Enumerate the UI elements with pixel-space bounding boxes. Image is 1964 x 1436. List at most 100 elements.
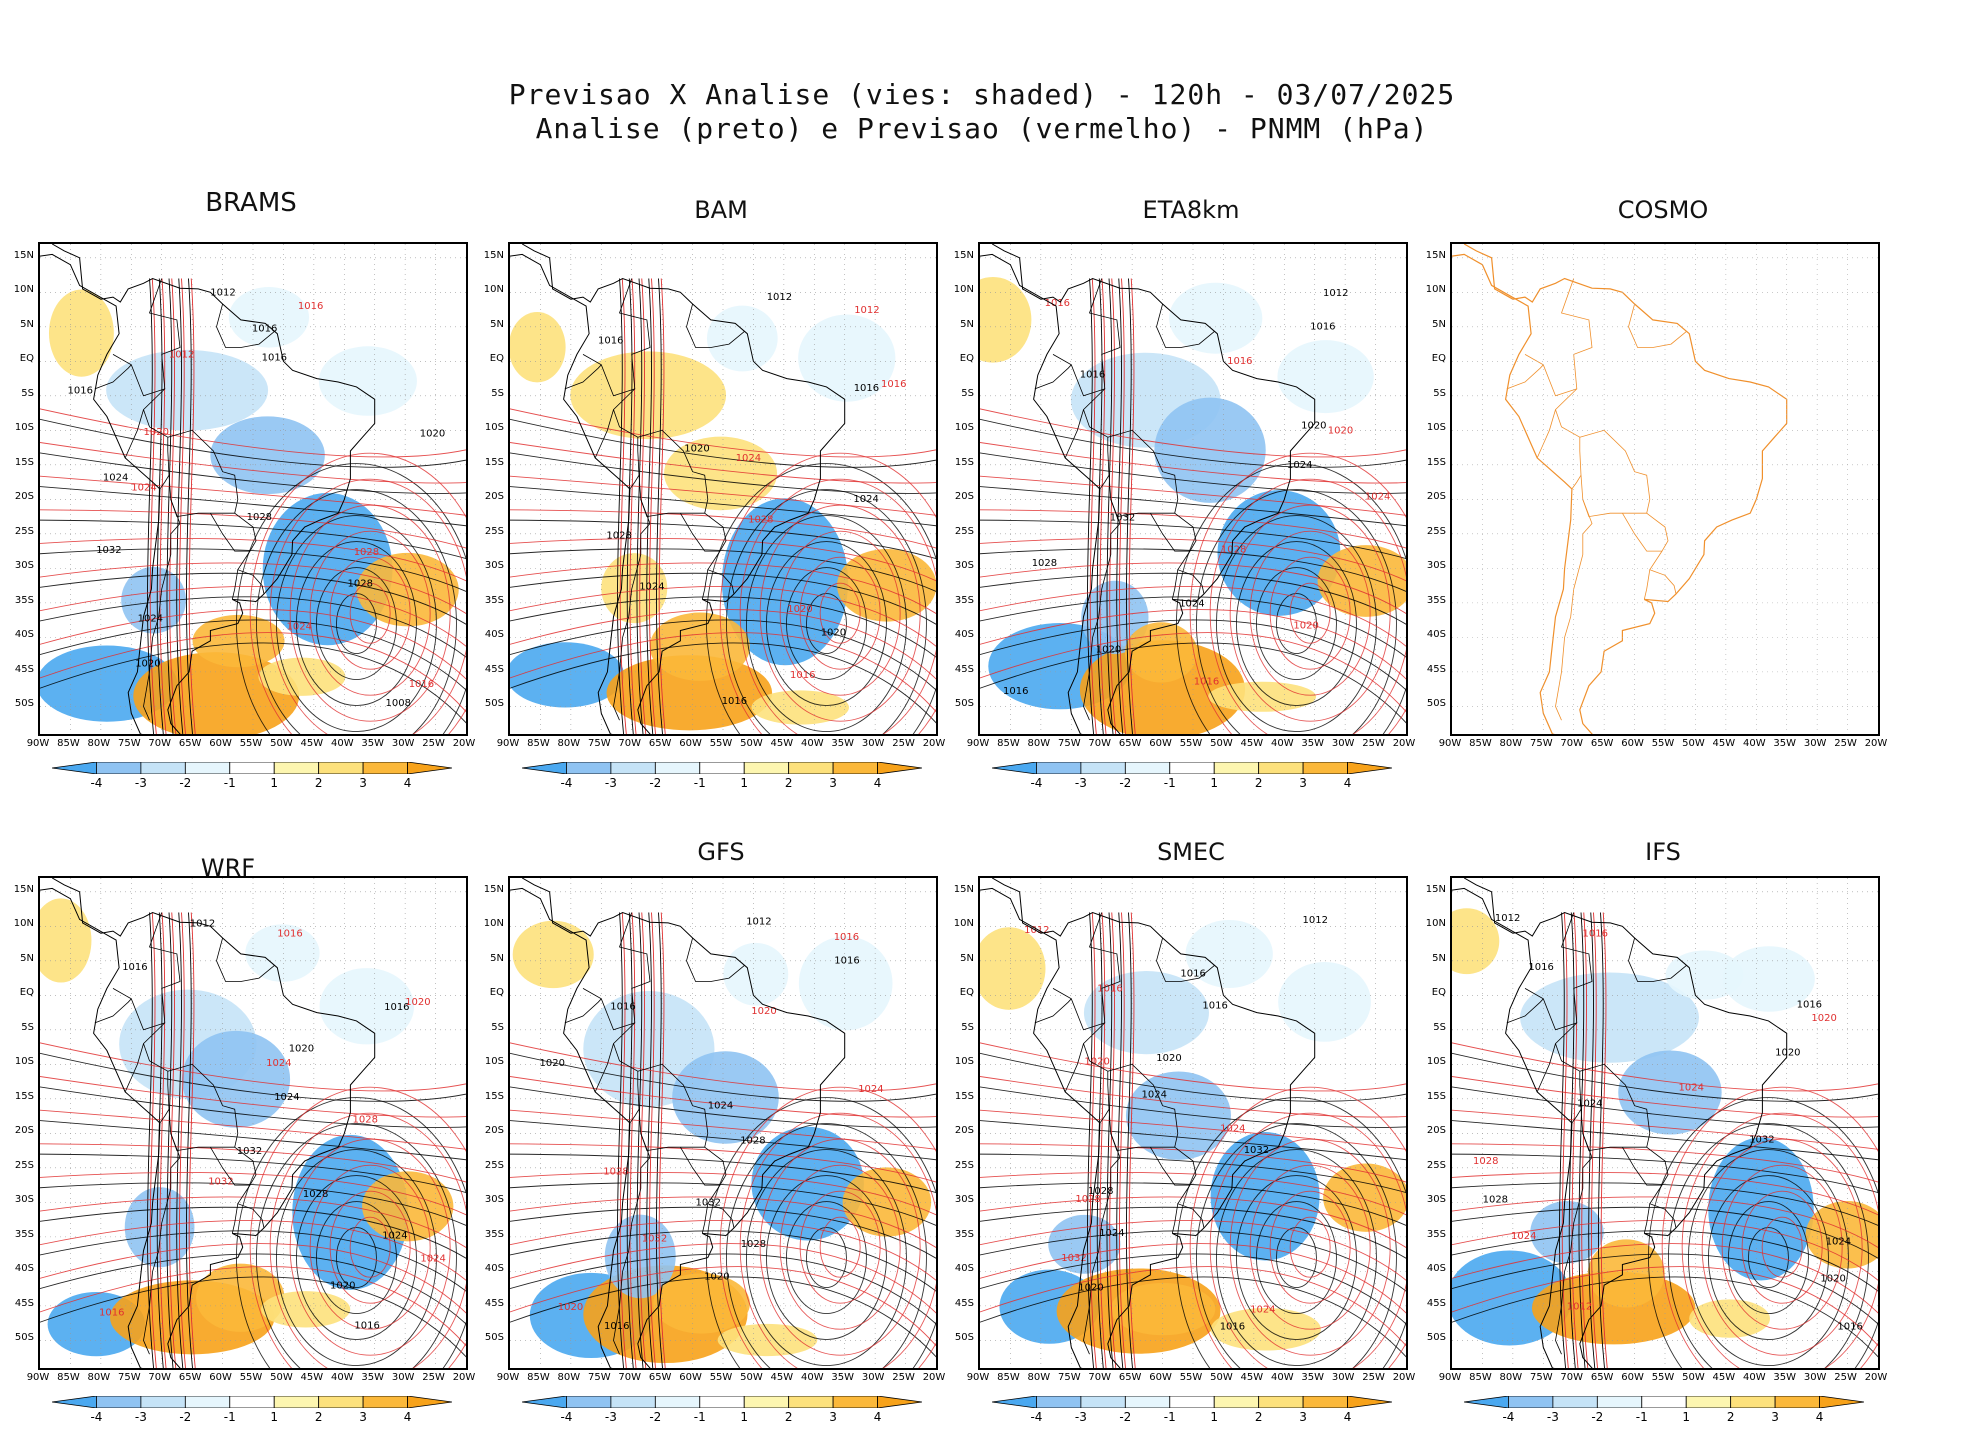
analysis-label: 1024	[708, 1101, 733, 1112]
bias-shading	[980, 927, 1046, 1010]
lon-tick-label: 35W	[1773, 738, 1797, 749]
lat-tick-label: 25S	[14, 1159, 34, 1171]
lon-tick-label: 50W	[740, 1372, 763, 1383]
lat-tick-label: 20S	[484, 1125, 504, 1137]
lat-tick-label: 45S	[484, 1297, 504, 1309]
forecast-isobar	[1189, 452, 1406, 734]
forecast-isobar	[40, 1172, 466, 1216]
forecast-label: 1020	[558, 1302, 583, 1313]
colorbar-label: -3	[604, 776, 617, 790]
country-border	[1579, 429, 1651, 518]
analysis-label: 1028	[1032, 558, 1057, 569]
analysis-isobar	[256, 1123, 457, 1368]
lon-tick-label: 55W	[709, 1372, 733, 1383]
colorbar-segment	[1347, 1396, 1392, 1408]
lon-tick-label: 30W	[1331, 1372, 1355, 1383]
lat-tick-label: 20S	[484, 491, 504, 503]
analysis-label: 1020	[704, 1272, 729, 1283]
lon-tick-label: 60W	[1149, 1372, 1172, 1383]
forecast-label: 1016	[790, 670, 815, 681]
lon-tick-label: 55W	[1651, 1372, 1675, 1383]
colorbar-label: -4	[1030, 1410, 1043, 1424]
forecast-isobar	[510, 1172, 936, 1216]
colorbar-segment	[1302, 1396, 1348, 1408]
forecast-isobar	[1189, 1086, 1406, 1368]
colorbar-segment	[1036, 1396, 1082, 1408]
analysis-label: 1016	[604, 1321, 629, 1332]
lon-tick-label: 90W	[26, 1372, 50, 1383]
lat-tick-label: 30S	[14, 560, 34, 572]
analysis-isobar	[1236, 1175, 1357, 1341]
lat-tick-label: 15N	[483, 883, 504, 895]
lat-tick-label: 40S	[954, 1263, 974, 1275]
analysis-isobar	[510, 548, 936, 592]
forecast-isobar	[40, 538, 466, 582]
forecast-isobar	[269, 1112, 466, 1368]
colorbar-label: 1	[740, 776, 749, 790]
lon-tick-label: 90W	[496, 738, 520, 749]
lon-tick-label: 65W	[1118, 1372, 1142, 1383]
lat-tick-label: 45S	[14, 663, 34, 675]
forecast-isobar	[619, 278, 627, 734]
lat-tick-label: 15N	[13, 249, 34, 261]
forecast-isobar	[149, 912, 157, 1368]
forecast-isobar	[1289, 1216, 1331, 1278]
forecast-isobar	[1119, 278, 1126, 734]
lon-tick-label: 30W	[1803, 1372, 1827, 1383]
country-border	[613, 499, 651, 721]
forecast-label: 1032	[208, 1176, 233, 1187]
colorbar-segment	[1685, 1396, 1732, 1408]
colorbar-label: 3	[1771, 1410, 1779, 1424]
lon-tick-label: 70W	[618, 1372, 642, 1383]
lat-tick-label: 40S	[1426, 1263, 1446, 1275]
forecast-isobar	[1229, 504, 1391, 722]
colorbar-label: -4	[1030, 776, 1043, 790]
forecast-label: 1016	[1583, 928, 1608, 939]
lon-tick-label: 45W	[1712, 738, 1736, 749]
bias-shading	[798, 936, 893, 1031]
lon-tick-label: 70W	[1560, 738, 1584, 749]
map-cosmo	[1450, 242, 1880, 736]
analysis-label: 1016	[252, 324, 277, 335]
forecast-isobar	[980, 408, 1406, 458]
lat-tick-label: 20S	[14, 1125, 34, 1137]
forecast-isobar	[188, 912, 196, 1368]
analysis-isobar	[510, 1182, 936, 1226]
lat-tick-label: 45S	[484, 663, 504, 675]
analysis-isobar	[1728, 1201, 1809, 1315]
lon-tick-label: 45W	[1240, 738, 1264, 749]
analysis-isobar	[656, 278, 663, 734]
analysis-label: 1016	[68, 385, 93, 396]
analysis-label: 1032	[1110, 513, 1135, 524]
country-border	[124, 409, 144, 459]
analysis-isobar	[510, 1206, 936, 1259]
colorbar-segment	[1730, 1396, 1776, 1408]
forecast-isobar	[510, 1109, 936, 1150]
forecast-label: 1028	[1075, 1194, 1100, 1205]
lat-tick-label: 5S	[21, 1021, 34, 1033]
lon-tick-label: 55W	[709, 738, 733, 749]
analysis-isobar	[617, 912, 624, 1368]
lon-tick-label: 45W	[770, 738, 794, 749]
colorbar-segment	[140, 1396, 186, 1408]
lat-tick-label: 50S	[484, 1332, 504, 1344]
colorbar-label: -1	[1163, 1410, 1176, 1424]
forecast-isobar	[980, 1143, 1406, 1183]
forecast-label: 1016	[298, 301, 323, 312]
lat-tick-label: 10S	[1426, 422, 1446, 434]
lat-tick-label: 30S	[484, 560, 504, 572]
forecast-isobar	[980, 442, 1406, 484]
analysis-isobar	[1452, 1230, 1878, 1292]
lon-tick-label: 75W	[1529, 1372, 1553, 1383]
lon-tick-label: 80W	[87, 1372, 111, 1383]
analysis-label: 1028	[303, 1189, 328, 1200]
forecast-isobar	[819, 582, 861, 644]
lat-tick-label: 25S	[484, 525, 504, 537]
analysis-label: 1028	[348, 579, 373, 590]
colorbar-segment	[273, 762, 320, 774]
analysis-isobar	[40, 1120, 466, 1161]
colorbar-label: 4	[403, 776, 412, 790]
forecast-isobar	[980, 632, 1406, 713]
analysis-isobar	[980, 548, 1406, 592]
analysis-isobar	[1216, 1149, 1377, 1367]
